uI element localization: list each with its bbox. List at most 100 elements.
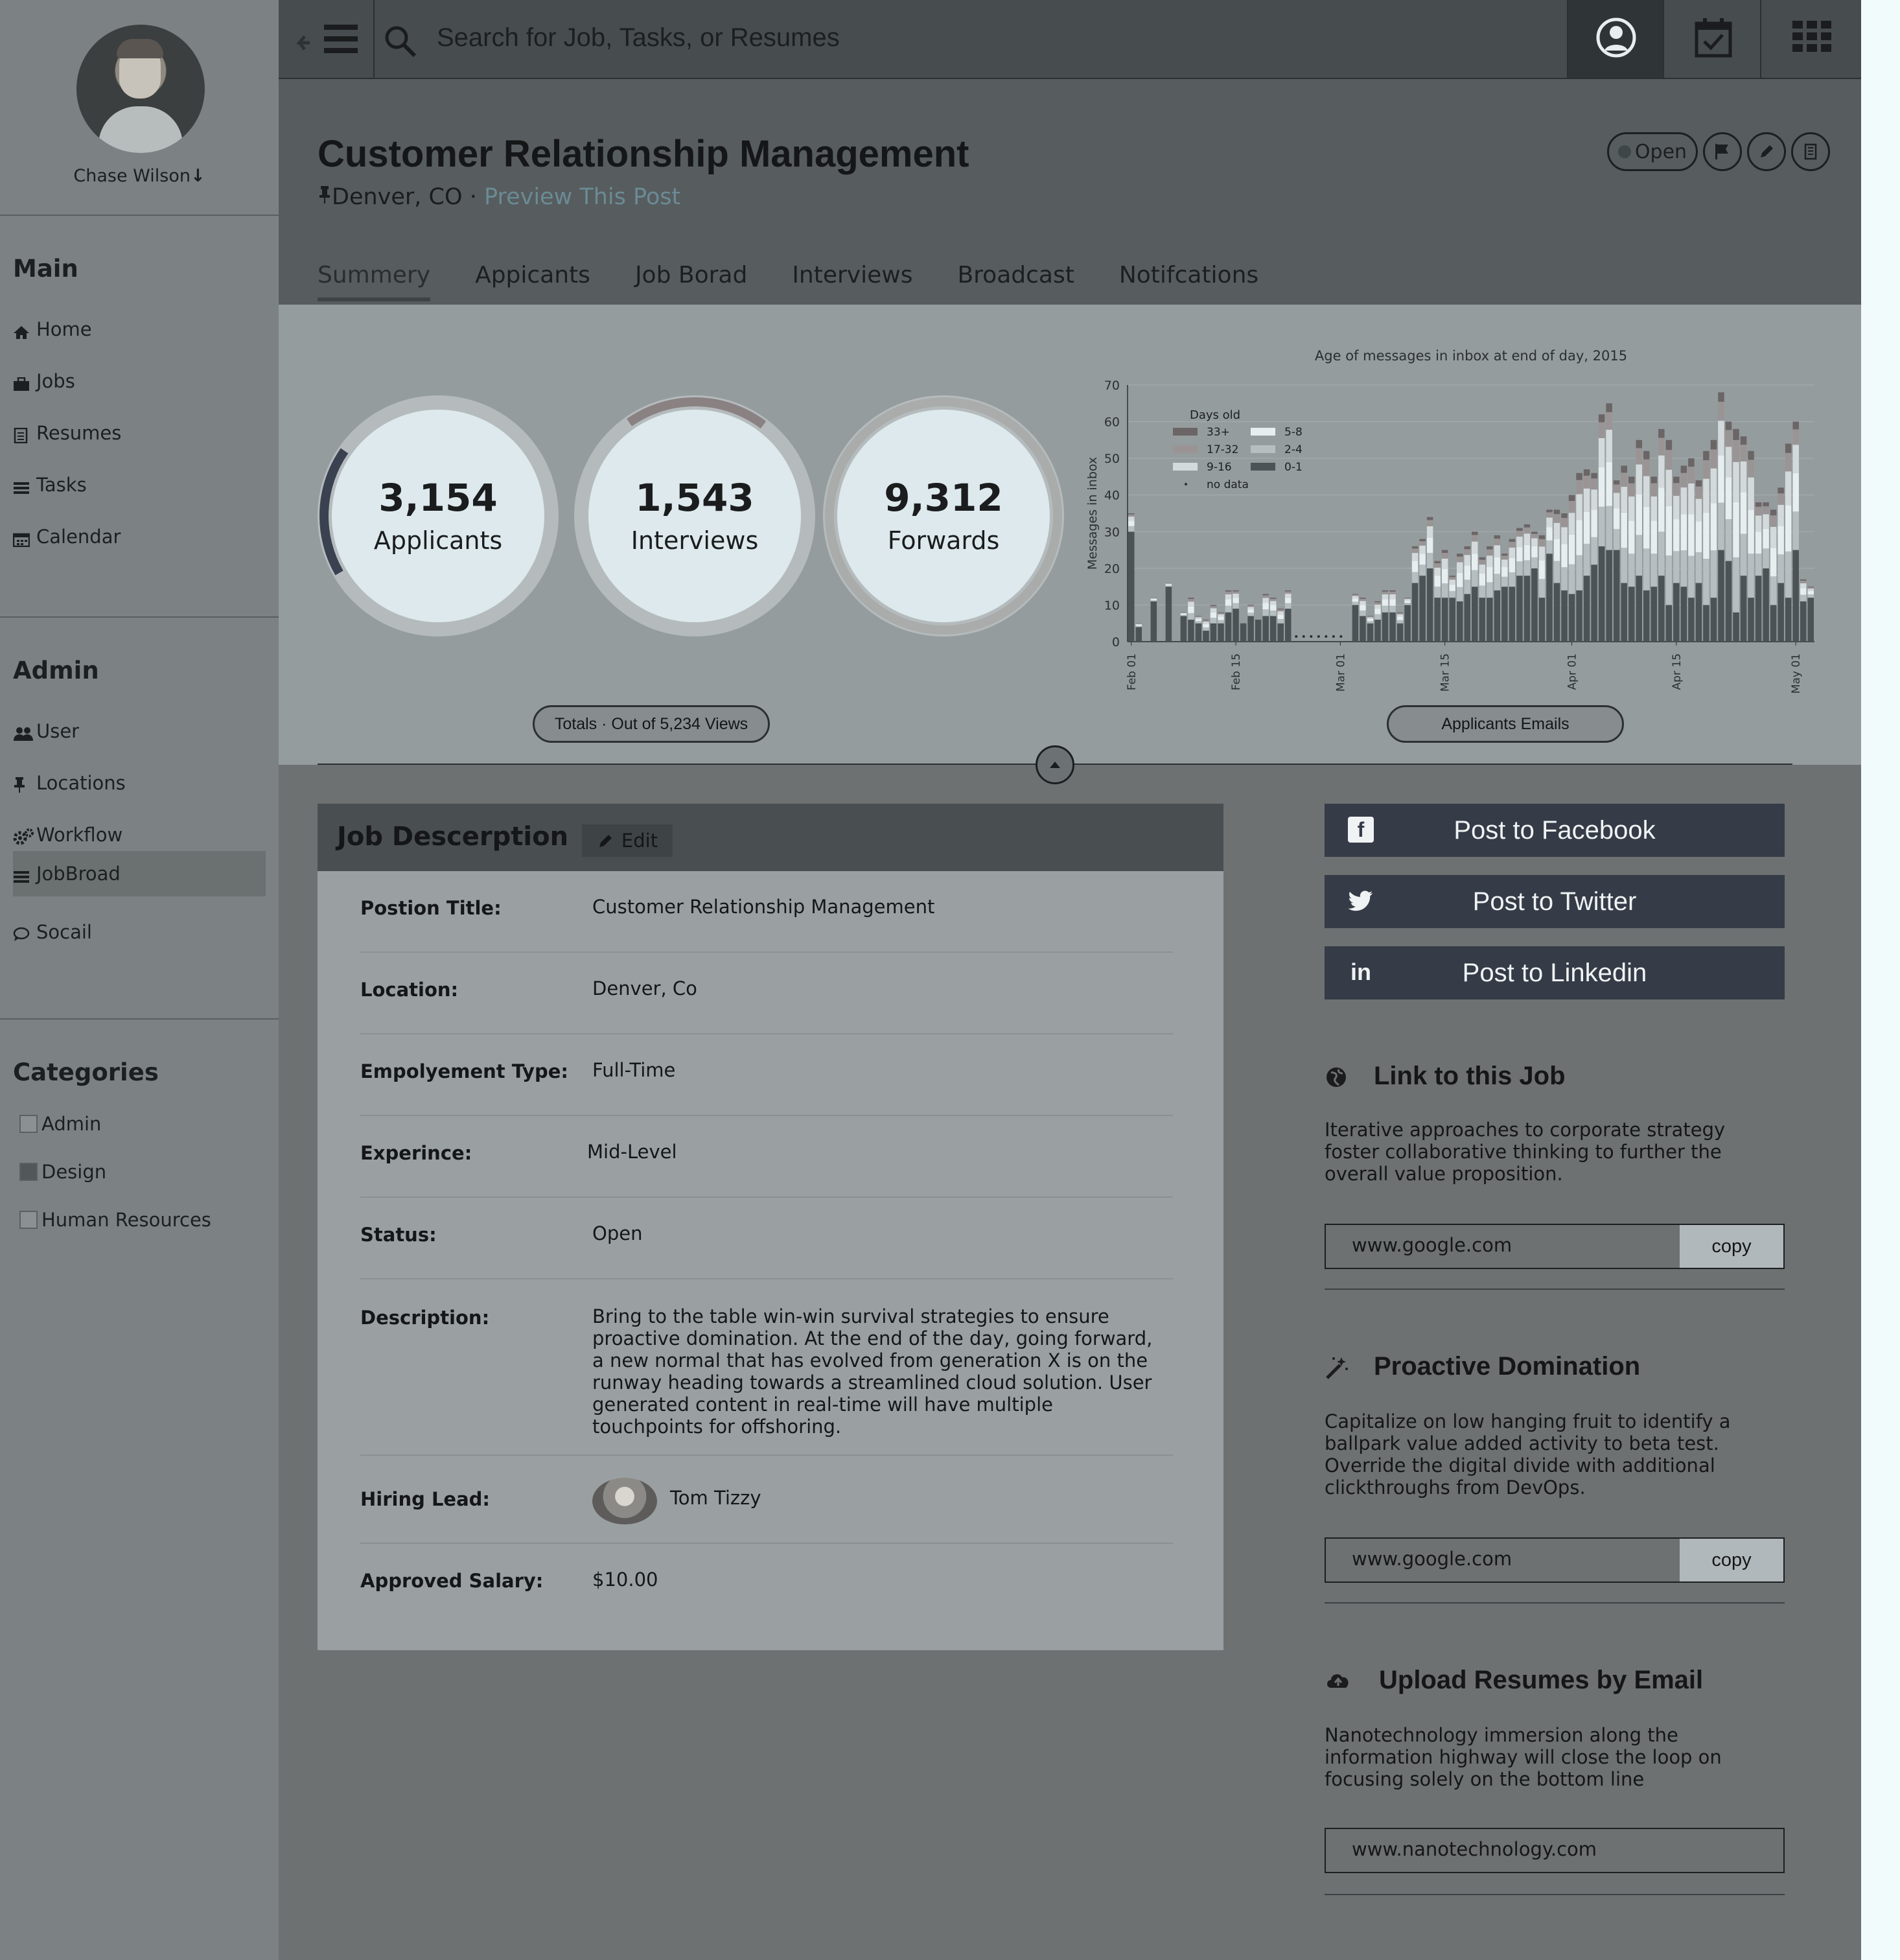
page-title: Customer Relationship Management [318, 133, 969, 175]
legend-title: Days old [1190, 408, 1240, 422]
resume-email-field[interactable]: www.nanotechnology.com [1325, 1828, 1785, 1873]
chart-bar-segment [1561, 567, 1568, 590]
chat-icon [13, 925, 30, 941]
chart-bar-segment [1456, 601, 1463, 642]
hiring-lead-avatar[interactable] [592, 1478, 657, 1524]
no-data-point [1317, 635, 1320, 638]
chart-bar-segment [1269, 598, 1277, 599]
resume-email-url[interactable]: www.nanotechnology.com [1352, 1838, 1597, 1860]
chart-bar-segment [1763, 506, 1769, 515]
chart-bar-segment [1643, 459, 1650, 476]
copy-button[interactable]: copy [1680, 1539, 1783, 1581]
chart-bar-segment [1165, 584, 1172, 586]
chart-bar-segment [1523, 533, 1531, 545]
chart-bar-segment [1770, 515, 1777, 527]
chart-bar-segment [1128, 517, 1135, 521]
category-checkbox[interactable] [19, 1115, 38, 1133]
category-human-resources[interactable]: Human Resources [19, 1197, 272, 1242]
apps-button[interactable] [1760, 0, 1861, 78]
chart-bar-segment [1695, 498, 1702, 522]
chart-bar-segment [1553, 514, 1560, 523]
sidebar-item-socail[interactable]: Socail [13, 909, 266, 955]
chart-bar-segment [1621, 583, 1627, 642]
chart-bar-segment [1441, 583, 1448, 598]
edit-description-button[interactable]: Edit [582, 824, 673, 857]
block-text: Nanotechnology immersion along the infor… [1325, 1724, 1722, 1790]
chart-bar-segment [1695, 583, 1702, 642]
chart-bar-segment [1269, 605, 1277, 611]
calendar-button[interactable] [1663, 0, 1759, 78]
domination-link-url[interactable]: www.google.com [1352, 1548, 1512, 1570]
category-admin[interactable]: Admin [19, 1101, 272, 1147]
detail-row-status: Status: Open [360, 1198, 1173, 1279]
chart-bar-segment [1740, 533, 1747, 576]
document-icon [13, 426, 30, 444]
job-link-url[interactable]: www.google.com [1352, 1234, 1512, 1256]
flag-button[interactable] [1703, 132, 1742, 171]
totals-badge[interactable]: Totals · Out of 5,234 Views [533, 705, 770, 743]
status-pill[interactable]: Open [1607, 132, 1698, 171]
sidebar-item-workflow[interactable]: Workflow [13, 812, 266, 858]
tab-summery[interactable]: Summery [318, 262, 431, 301]
profile-button[interactable] [1567, 0, 1663, 78]
chart-bar-segment [1770, 548, 1777, 577]
chart-bar-segment [1523, 576, 1531, 642]
tab-interviews[interactable]: Interviews [792, 262, 913, 288]
job-description-title: Job Descerption [337, 822, 569, 852]
chart-bar-segment [1807, 594, 1814, 598]
chart-bar-segment [1382, 590, 1389, 592]
chart-bar-segment [1501, 576, 1508, 587]
legend-label: 17-32 [1207, 443, 1238, 456]
domination-link-field[interactable]: www.google.com copy [1325, 1537, 1785, 1583]
divider [1325, 1894, 1785, 1895]
status-pill-label: Open [1634, 140, 1687, 163]
tab-broadcast[interactable]: Broadcast [957, 262, 1074, 288]
chart-bar-segment [1441, 558, 1448, 569]
chart-bar-segment [1419, 541, 1426, 546]
chart-bar-segment [1628, 496, 1635, 521]
applicants-emails-button[interactable]: Applicants Emails [1387, 705, 1624, 743]
home-icon [13, 322, 30, 339]
job-header: Customer Relationship Management Denver,… [279, 79, 1861, 305]
chart-bar-segment [1262, 609, 1269, 616]
copy-button[interactable]: copy [1680, 1225, 1783, 1268]
chart-bar-segment [1680, 465, 1687, 473]
chart-bar-segment [1396, 620, 1404, 624]
search-input[interactable]: Search for Job, Tasks, or Resumes [437, 23, 840, 52]
chart-bar-segment [1673, 519, 1680, 552]
sidebar-item-calendar[interactable]: Calendar [12, 514, 266, 559]
edit-job-button[interactable] [1747, 132, 1786, 171]
sidebar-item-jobs[interactable]: Jobs [13, 358, 266, 404]
sidebar-item-user[interactable]: User [13, 708, 266, 754]
post-to-facebook-button[interactable]: f Post to Facebook [1325, 804, 1785, 857]
chart-bar-segment [1546, 517, 1553, 528]
category-design[interactable]: Design [19, 1149, 272, 1195]
delete-job-button[interactable] [1791, 132, 1830, 171]
post-to-twitter-button[interactable]: Post to Twitter [1325, 875, 1785, 928]
chart-bar-segment [1247, 607, 1254, 610]
tab-job-borad[interactable]: Job Borad [634, 262, 748, 288]
sidebar-item-locations[interactable]: Locations [13, 760, 266, 806]
chart-bar-segment [1449, 590, 1455, 598]
sidebar-item-resumes[interactable]: Resumes [13, 410, 266, 456]
avatar[interactable] [76, 25, 205, 153]
menu-toggle-button[interactable] [279, 0, 375, 78]
chart-bar-segment [1688, 555, 1695, 598]
sidebar-item-tasks[interactable]: Tasks [13, 462, 266, 508]
collapse-button[interactable] [1036, 745, 1074, 784]
job-link-field[interactable]: www.google.com copy [1325, 1224, 1785, 1269]
preview-post-link[interactable]: Preview This Post [483, 184, 681, 210]
sidebar-item-jobbroad[interactable]: JobBroad [13, 851, 266, 896]
user-menu[interactable]: Chase Wilson↓ [0, 166, 279, 186]
chart-bar-segment [1748, 460, 1754, 478]
chart-bar-segment [1479, 585, 1486, 598]
tab-appicants[interactable]: Appicants [475, 262, 590, 288]
post-to-linkedin-button[interactable]: in Post to Linkedin [1325, 946, 1785, 999]
chart-bar-segment [1748, 450, 1754, 460]
category-label: Human Resources [41, 1209, 211, 1231]
sidebar-item-home[interactable]: Home [13, 307, 266, 352]
tab-bar: Summery Appicants Job Borad Interviews B… [318, 262, 1303, 301]
tab-notifcations[interactable]: Notifcations [1118, 262, 1259, 288]
category-checkbox[interactable] [19, 1163, 38, 1181]
category-checkbox[interactable] [19, 1211, 38, 1229]
